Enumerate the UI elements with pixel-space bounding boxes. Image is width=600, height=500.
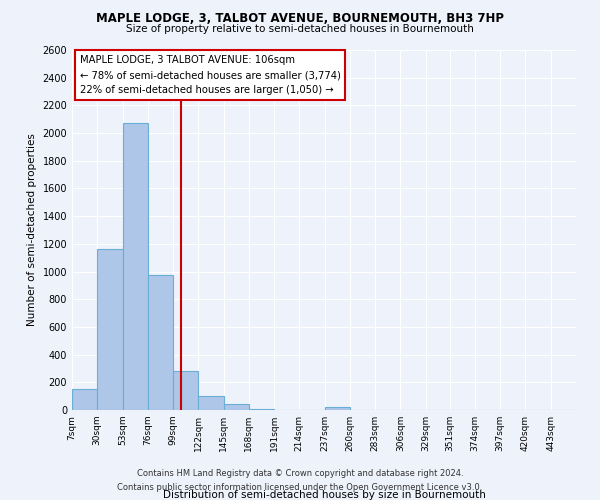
Bar <box>97 248 122 410</box>
Bar <box>122 122 148 410</box>
Bar <box>224 404 249 410</box>
Bar <box>148 275 173 410</box>
Text: Contains public sector information licensed under the Open Government Licence v3: Contains public sector information licen… <box>118 484 482 492</box>
Y-axis label: Number of semi-detached properties: Number of semi-detached properties <box>27 134 37 326</box>
Text: MAPLE LODGE, 3 TALBOT AVENUE: 106sqm
← 78% of semi-detached houses are smaller (: MAPLE LODGE, 3 TALBOT AVENUE: 106sqm ← 7… <box>80 56 340 95</box>
Bar <box>173 370 198 410</box>
Bar <box>198 396 224 410</box>
Bar <box>72 388 97 410</box>
Text: MAPLE LODGE, 3, TALBOT AVENUE, BOURNEMOUTH, BH3 7HP: MAPLE LODGE, 3, TALBOT AVENUE, BOURNEMOU… <box>96 12 504 26</box>
X-axis label: Distribution of semi-detached houses by size in Bournemouth: Distribution of semi-detached houses by … <box>163 490 485 500</box>
Bar <box>249 409 274 410</box>
Text: Contains HM Land Registry data © Crown copyright and database right 2024.: Contains HM Land Registry data © Crown c… <box>137 468 463 477</box>
Text: Size of property relative to semi-detached houses in Bournemouth: Size of property relative to semi-detach… <box>126 24 474 34</box>
Bar <box>325 407 350 410</box>
